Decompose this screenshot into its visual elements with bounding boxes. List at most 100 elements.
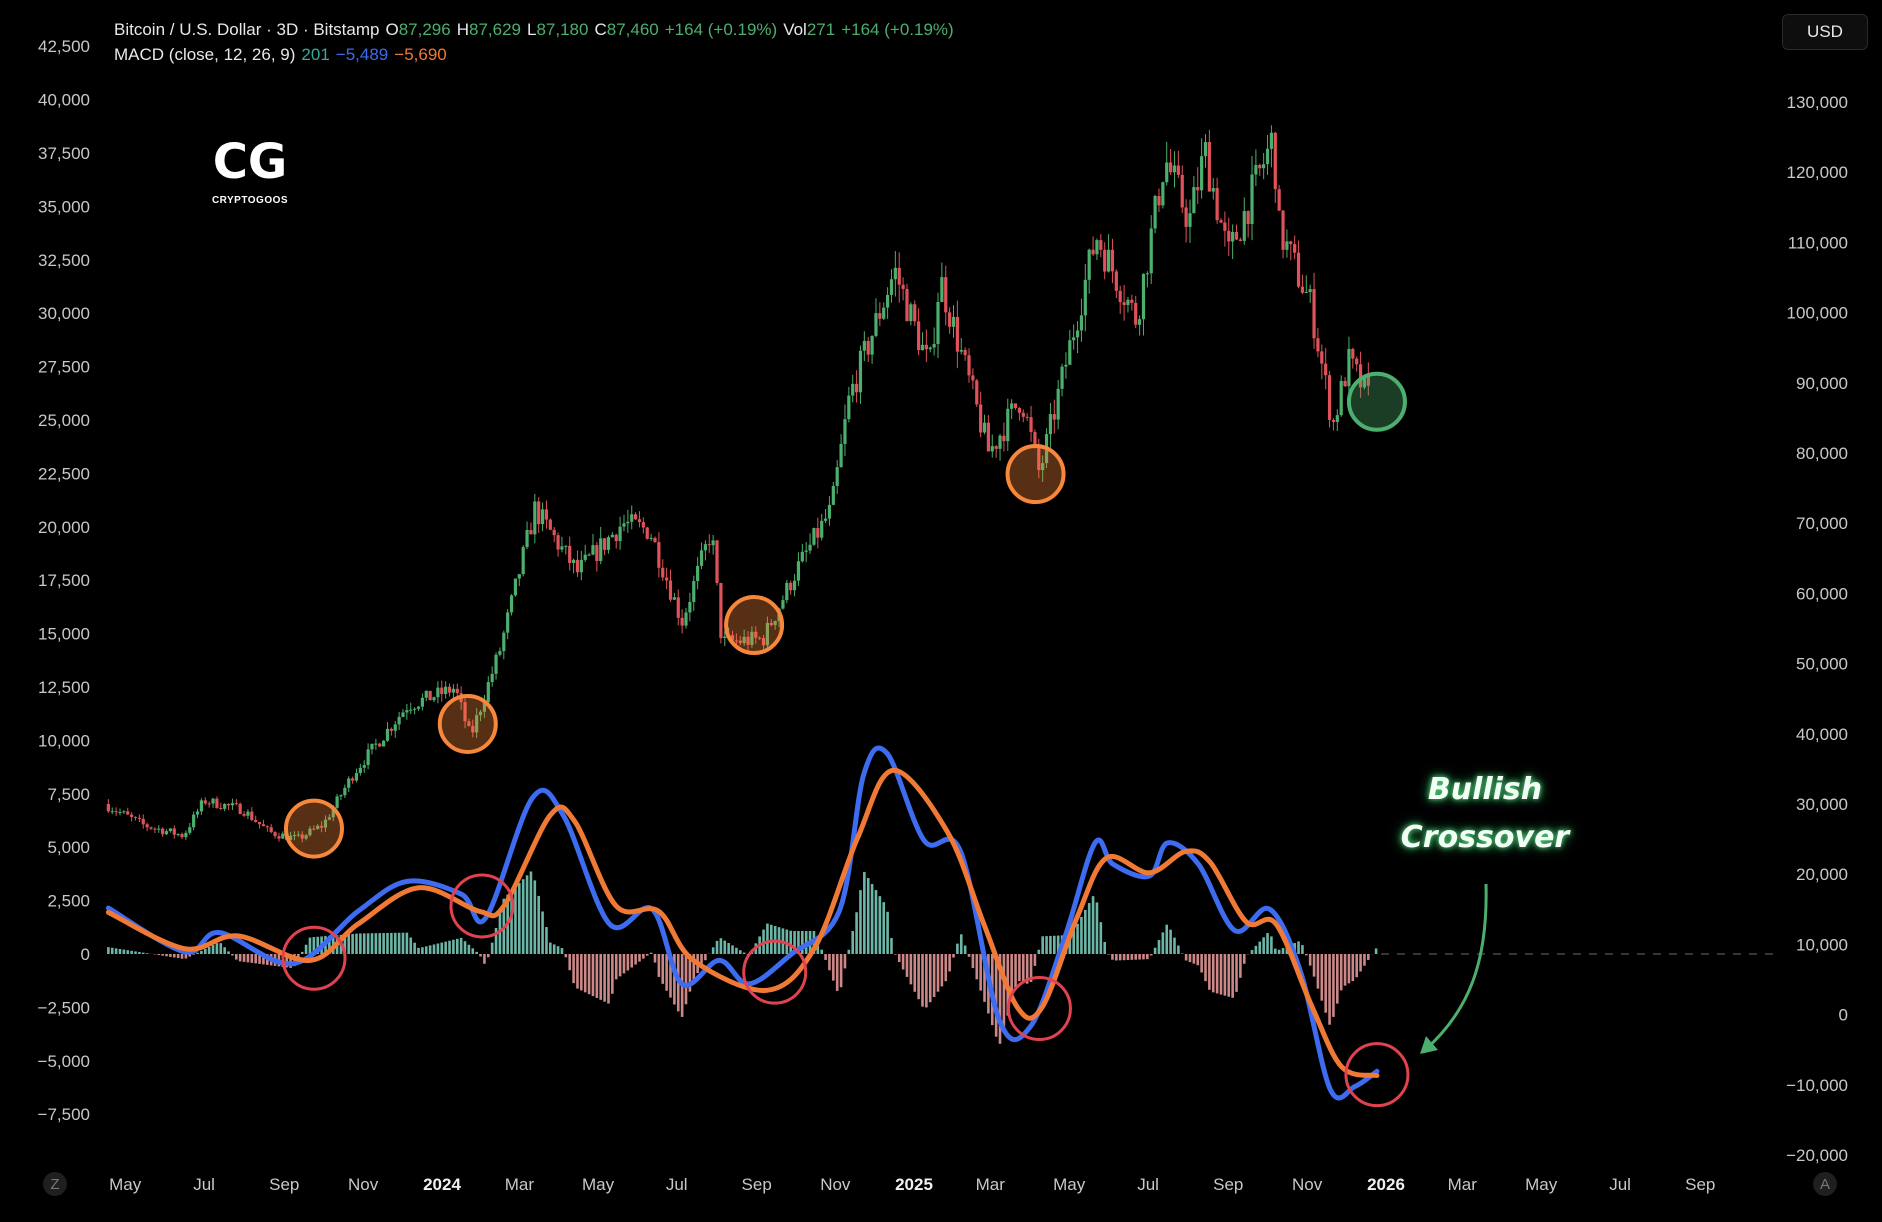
candle xyxy=(1196,186,1200,191)
currency-button[interactable]: USD xyxy=(1782,14,1868,50)
histogram-bar xyxy=(638,954,641,962)
left-axis-tick: 17,500 xyxy=(38,571,90,590)
candle xyxy=(130,814,134,817)
candle xyxy=(308,828,312,836)
histogram-bar xyxy=(541,911,544,954)
candle xyxy=(393,724,397,731)
histogram-bar xyxy=(549,942,552,954)
histogram-bar xyxy=(669,954,672,998)
histogram-bar xyxy=(452,939,455,954)
histogram-bar xyxy=(684,954,688,1005)
candle xyxy=(688,601,692,613)
candle xyxy=(506,612,510,633)
candle xyxy=(133,816,138,818)
candle xyxy=(1068,340,1072,365)
candle xyxy=(1285,241,1289,250)
candle xyxy=(1308,289,1312,293)
candle xyxy=(715,540,719,584)
histogram-bar xyxy=(1239,954,1242,978)
candle xyxy=(122,811,126,813)
histogram-bar xyxy=(366,933,370,954)
symbol-title[interactable]: Bitcoin / U.S. Dollar · 3D · Bitstamp xyxy=(114,20,380,39)
histogram-bar xyxy=(405,932,409,954)
candle xyxy=(924,344,928,350)
candle xyxy=(1250,174,1254,224)
histogram-bar xyxy=(1002,954,1006,1030)
histogram-bar xyxy=(1107,954,1110,955)
candle xyxy=(195,811,200,815)
left-axis-tick: −7,500 xyxy=(38,1105,90,1124)
candle xyxy=(1099,240,1103,250)
signal-line xyxy=(105,767,1380,1079)
candle xyxy=(118,811,122,813)
candle xyxy=(1134,302,1138,325)
histogram-bar xyxy=(851,930,855,954)
histogram-bar xyxy=(157,954,161,956)
time-axis-tick: Nov xyxy=(820,1175,851,1194)
auto-scale-right-button[interactable]: A xyxy=(1813,1172,1837,1196)
low-label: L xyxy=(526,20,537,39)
candle xyxy=(199,800,204,812)
candle xyxy=(1281,210,1285,250)
histogram-bar xyxy=(428,945,432,954)
candle xyxy=(234,803,238,805)
histogram-bar xyxy=(797,931,800,954)
histogram-bar xyxy=(219,943,223,954)
candle xyxy=(1269,132,1274,149)
macd-lines xyxy=(105,745,1380,1101)
time-axis[interactable]: May Jul Sep Nov 2024 Mar May Jul Sep Nov 2025 Mar Ma… xyxy=(109,1175,1715,1194)
candle xyxy=(1118,290,1122,303)
callout-line-2: Crossover xyxy=(1400,820,1570,855)
candle xyxy=(335,796,339,808)
candle xyxy=(831,485,835,505)
histogram-bar xyxy=(1301,945,1304,954)
candle xyxy=(389,728,393,731)
auto-scale-left-button[interactable]: Z xyxy=(43,1172,67,1196)
candle xyxy=(226,803,231,806)
candle xyxy=(300,834,304,839)
candle xyxy=(676,597,680,618)
candle xyxy=(1231,231,1235,242)
histogram-bar xyxy=(289,954,292,968)
candle xyxy=(552,529,556,536)
candle xyxy=(1064,364,1068,367)
candle xyxy=(781,600,785,609)
buy-zone-circle xyxy=(437,693,498,754)
left-axis-tick: −2,500 xyxy=(38,998,90,1017)
candle xyxy=(1242,211,1246,241)
candle xyxy=(847,395,851,420)
candle xyxy=(238,803,242,815)
right-axis-tick: 80,000 xyxy=(1796,444,1848,463)
histogram-bar xyxy=(1018,954,1021,982)
candle xyxy=(684,612,688,626)
candle xyxy=(1289,241,1293,245)
candle xyxy=(192,814,196,828)
histogram-bar xyxy=(386,932,389,954)
candle xyxy=(436,687,440,698)
candle xyxy=(1188,213,1192,227)
candle xyxy=(1347,348,1351,387)
histogram-bar xyxy=(940,954,944,987)
candle xyxy=(738,640,742,644)
histogram-bar xyxy=(1242,954,1246,964)
macd-title[interactable]: MACD (close, 12, 26, 9) xyxy=(114,45,296,64)
candle xyxy=(653,537,657,543)
candle xyxy=(540,509,545,525)
histogram-bar xyxy=(824,954,827,960)
histogram-bar xyxy=(409,937,413,954)
left-axis-tick: 2,500 xyxy=(47,892,90,911)
left-axis-tick: 7,500 xyxy=(47,785,90,804)
histogram-bar xyxy=(998,954,1002,1044)
histogram-bar xyxy=(1169,929,1172,954)
candle xyxy=(1254,165,1258,175)
histogram-bar xyxy=(1184,954,1188,961)
candle xyxy=(1010,403,1014,409)
candle xyxy=(940,277,944,302)
histogram-bar xyxy=(979,954,982,991)
candle xyxy=(839,443,843,468)
time-axis-tick: Mar xyxy=(1448,1175,1478,1194)
candle xyxy=(1355,358,1359,365)
histogram-bar xyxy=(1134,954,1138,960)
histogram-bar xyxy=(859,890,862,954)
